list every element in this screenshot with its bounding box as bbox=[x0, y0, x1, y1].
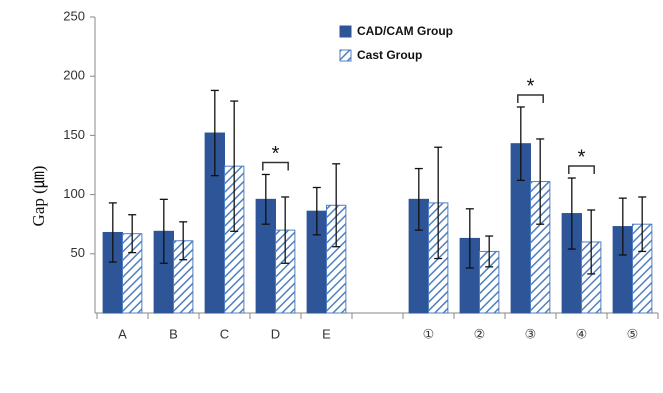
x-tick-label: B bbox=[169, 326, 178, 341]
y-tick-label: 150 bbox=[63, 127, 85, 142]
x-tick-label: ④ bbox=[576, 326, 588, 341]
y-tick-label: 200 bbox=[63, 68, 85, 83]
x-tick-label: ③ bbox=[525, 326, 537, 341]
significance-star: * bbox=[578, 146, 586, 168]
x-tick-label: C bbox=[220, 326, 229, 341]
legend-label: Cast Group bbox=[357, 48, 422, 62]
y-tick-label: 50 bbox=[71, 245, 85, 260]
legend-label: CAD/CAM Group bbox=[357, 24, 453, 38]
significance-bracket bbox=[517, 94, 544, 103]
x-tick-label: ① bbox=[423, 326, 435, 341]
significance-bracket bbox=[262, 161, 289, 171]
y-axis-label: Gap (㎛) bbox=[29, 166, 49, 227]
x-tick-label: A bbox=[118, 326, 127, 341]
significance-star: * bbox=[527, 75, 535, 97]
y-tick-label: 100 bbox=[63, 186, 85, 201]
x-tick-label: E bbox=[322, 326, 331, 341]
x-tick-label: D bbox=[271, 326, 280, 341]
x-tick-label: ⑤ bbox=[627, 326, 639, 341]
significance-star: * bbox=[272, 143, 280, 165]
x-tick-label: ② bbox=[474, 326, 486, 341]
significance-bracket bbox=[568, 165, 595, 175]
y-tick-label: 250 bbox=[63, 8, 85, 23]
legend-swatch bbox=[339, 25, 352, 38]
legend-swatch bbox=[339, 49, 352, 62]
